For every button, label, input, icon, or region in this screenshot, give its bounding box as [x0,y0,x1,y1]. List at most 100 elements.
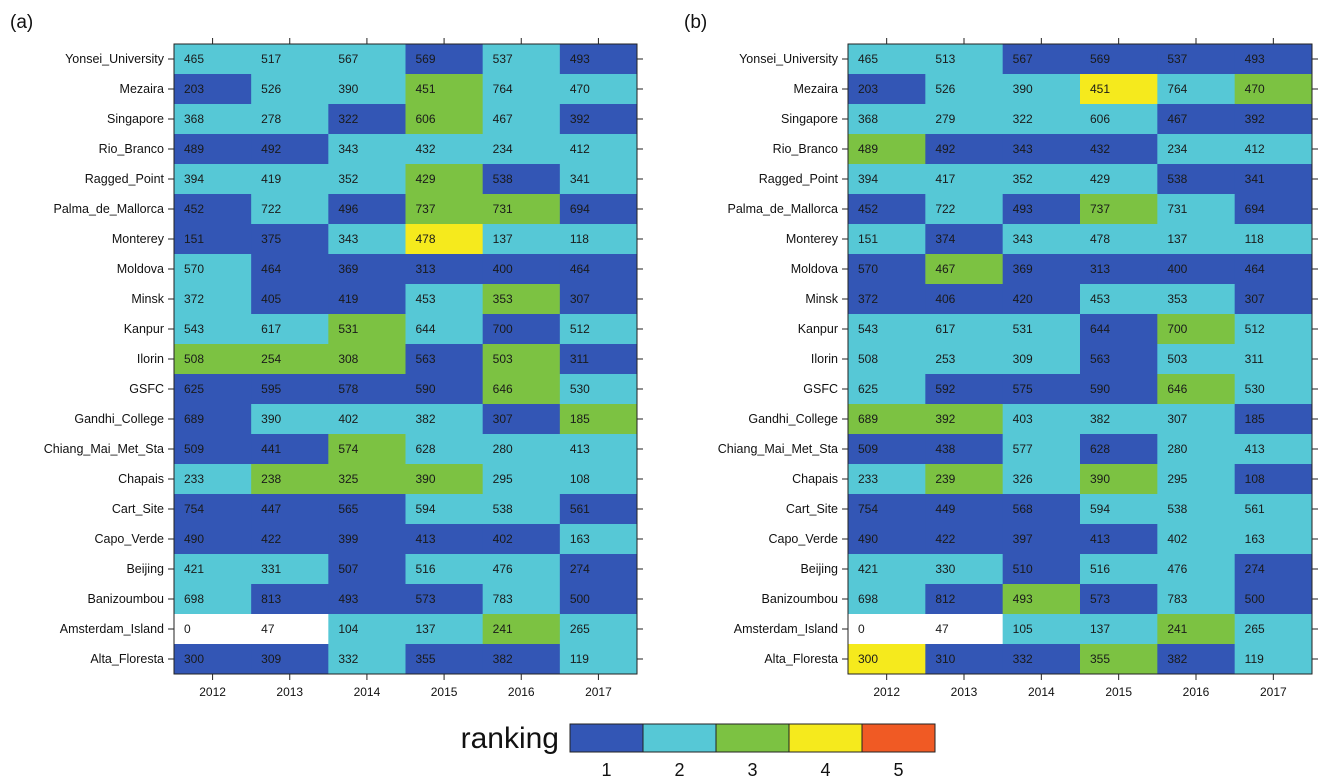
legend-level-label: 4 [820,760,830,779]
cell-value: 352 [1013,172,1033,186]
cell-value: 509 [858,442,878,456]
heatmap-cell [1234,434,1313,465]
heatmap-cell [482,524,561,555]
heatmap-cell [174,194,252,225]
heatmap-cell [559,164,638,195]
cell-value: 526 [261,82,281,96]
heatmap-cell [328,464,406,495]
cell-value: 538 [1167,172,1187,186]
site-label: Ilorin [137,352,164,366]
heatmap-cell [1002,254,1081,285]
heatmap-cell [482,74,561,105]
cell-value: 372 [858,292,878,306]
cell-value: 313 [1090,262,1110,276]
heatmap-cell [1002,164,1081,195]
cell-value: 137 [493,232,513,246]
heatmap-cell [1002,104,1081,135]
heatmap-cell [559,74,638,105]
site-label: Beijing [800,562,838,576]
heatmap-cell [328,254,406,285]
cell-value: 530 [1245,382,1265,396]
site-label: Ilorin [811,352,838,366]
heatmap-cell [1157,494,1236,525]
heatmap-cell [251,434,329,465]
cell-value: 783 [493,592,513,606]
cell-value: 689 [184,412,204,426]
heatmap-cell [1234,224,1313,255]
heatmap-cell [1157,524,1236,555]
heatmap-cell [482,194,561,225]
cell-value: 592 [935,382,955,396]
heatmap-cell [848,254,926,285]
site-label: Amsterdam_Island [734,622,838,636]
heatmap-cell [328,554,406,585]
cell-value: 422 [261,532,281,546]
heatmap-cell [405,44,484,75]
cell-value: 253 [935,352,955,366]
cell-value: 343 [1013,142,1033,156]
site-label: Minsk [131,292,164,306]
cell-value: 451 [416,82,436,96]
cell-value: 561 [1245,502,1265,516]
heatmap-cell [1157,254,1236,285]
heatmap-cell [559,524,638,555]
heatmap-cell [1234,194,1313,225]
heatmap-cell [559,554,638,585]
cell-value: 453 [416,292,436,306]
heatmap-cell [482,464,561,495]
cell-value: 417 [935,172,955,186]
heatmap-cell [1234,134,1313,165]
heatmap-cell [559,404,638,435]
heatmap-cell [1080,74,1158,105]
cell-value: 369 [338,262,358,276]
heatmap-cell [1234,614,1313,645]
cell-value: 512 [1245,322,1265,336]
cell-value: 311 [570,352,589,366]
site-label: Singapore [107,112,164,126]
heatmap-cell [482,644,561,675]
cell-value: 447 [261,502,281,516]
heatmap-cell [559,464,638,495]
heatmap-cell [559,374,638,405]
heatmap-cell [174,494,252,525]
cell-value: 352 [338,172,358,186]
cell-value: 531 [1013,322,1033,336]
cell-value: 644 [416,322,436,336]
heatmap-cell [925,254,1004,285]
cell-value: 311 [1245,352,1264,366]
heatmap-cell [251,44,329,75]
cell-value: 279 [935,112,955,126]
cell-value: 452 [858,202,878,216]
cell-value: 577 [1013,442,1033,456]
cell-value: 308 [338,352,358,366]
cell-value: 307 [570,292,590,306]
cell-value: 429 [416,172,436,186]
site-label: Chapais [792,472,838,486]
heatmap-cell [1002,284,1081,315]
heatmap-cell [328,44,406,75]
heatmap-cell [925,374,1004,405]
heatmap-cell [328,104,406,135]
heatmap-cell [405,344,484,375]
heatmap-cell [174,644,252,675]
cell-value: 185 [570,412,590,426]
cell-value: 478 [416,232,436,246]
cell-value: 489 [184,142,204,156]
cell-value: 310 [935,652,955,666]
cell-value: 783 [1167,592,1187,606]
heatmap-cell [1157,104,1236,135]
site-label: Amsterdam_Island [60,622,164,636]
cell-value: 490 [858,532,878,546]
cell-value: 764 [1167,82,1187,96]
cell-value: 397 [1013,532,1033,546]
cell-value: 295 [493,472,513,486]
site-label: Alta_Floresta [90,652,164,666]
cell-value: 382 [1090,412,1110,426]
cell-value: 449 [935,502,955,516]
heatmap-cell [559,344,638,375]
cell-value: 341 [1245,172,1265,186]
heatmap-cell [482,584,561,615]
cell-value: 490 [184,532,204,546]
heatmap-cell [925,74,1004,105]
